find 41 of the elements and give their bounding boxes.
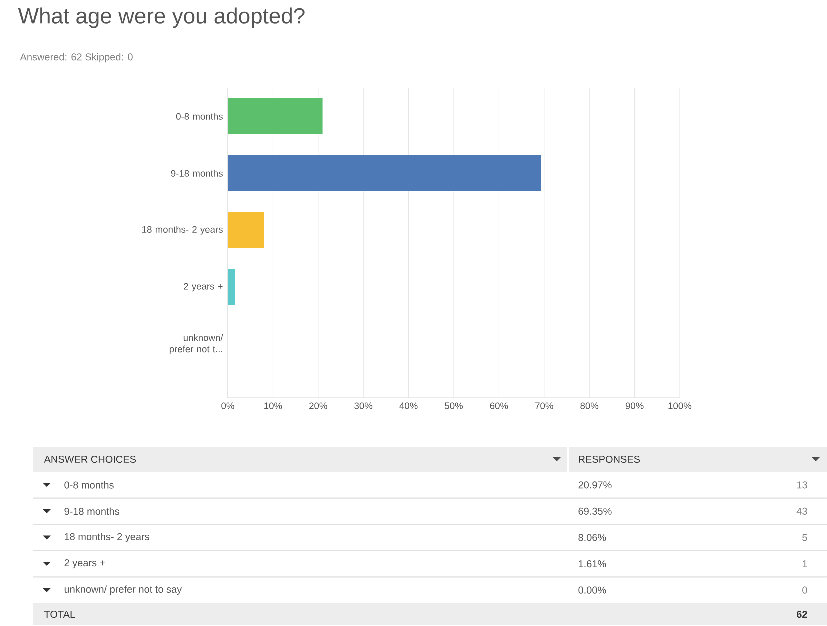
text: 5 xyxy=(802,534,808,542)
text: 0 xyxy=(802,586,808,594)
text: 0-8 months xyxy=(64,481,114,489)
text: 18 months- 2 years xyxy=(65,533,150,542)
bar xyxy=(228,212,264,248)
x-tick-label: 20% xyxy=(310,402,328,410)
x-tick-label: 40% xyxy=(400,402,418,410)
x-tick-label: 10% xyxy=(264,402,282,410)
text: Answered: 62 Skipped: 0 xyxy=(20,53,133,63)
text: 62 xyxy=(796,610,808,618)
text: 9-18 months xyxy=(64,508,120,516)
text: 13 xyxy=(797,482,808,489)
text: 20.97% xyxy=(578,482,612,489)
y-tick-label: 0-8 months xyxy=(176,113,223,120)
bar xyxy=(228,98,323,134)
text: TOTAL xyxy=(44,610,76,618)
text: 1.61% xyxy=(579,560,606,568)
text: ANSWER CHOICES xyxy=(44,456,136,464)
x-tick-label: 70% xyxy=(536,402,554,410)
x-tick-label: 30% xyxy=(354,402,373,410)
x-tick-label: 100% xyxy=(668,402,692,410)
y-tick-label: 2 years + xyxy=(184,283,223,292)
text: unknown/ prefer not to say xyxy=(64,586,182,595)
chart-title: What age were you adopted? xyxy=(18,8,305,28)
text: 43 xyxy=(796,508,808,515)
bar xyxy=(228,155,542,192)
bar xyxy=(228,269,236,306)
x-tick-label: 0% xyxy=(222,402,234,410)
y-tick-label: 9-18 months xyxy=(171,170,223,177)
text: 2 years + xyxy=(64,560,106,569)
text: 8.06% xyxy=(578,534,606,542)
x-tick-label: 50% xyxy=(445,402,464,410)
text: 69.35% xyxy=(578,508,612,515)
x-tick-label: 80% xyxy=(580,402,599,410)
y-tick-label: unknown/ prefer not t... xyxy=(170,334,224,354)
text: 1 xyxy=(802,560,808,568)
x-tick-label: 90% xyxy=(626,402,644,410)
text: 0.00% xyxy=(578,586,606,594)
text: RESPONSES xyxy=(579,456,640,464)
x-tick-label: 60% xyxy=(490,402,508,410)
y-tick-label: 18 months- 2 years xyxy=(142,226,223,235)
